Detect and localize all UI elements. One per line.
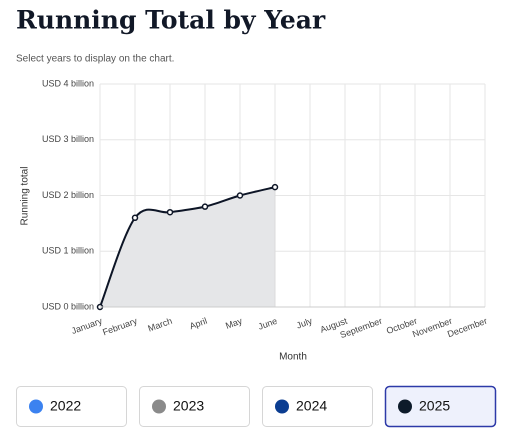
y-tick-label: USD 1 billion (42, 246, 94, 256)
year-swatch (398, 399, 412, 414)
year-button[interactable]: 2022 (16, 386, 127, 427)
year-swatch (152, 399, 166, 414)
year-button[interactable]: 2023 (139, 386, 250, 427)
y-axis-title: Running total (20, 167, 31, 226)
x-tick-label: January (70, 316, 104, 337)
year-button[interactable]: 2024 (262, 386, 373, 427)
point (236, 192, 244, 199)
x-tick-label: November (411, 316, 453, 340)
y-tick-label: USD 0 billion (42, 301, 94, 311)
y-tick-label: USD 4 billion (42, 78, 94, 88)
x-tick-label: June (257, 316, 279, 332)
y-tick-label: USD 2 billion (42, 190, 94, 200)
point (201, 203, 209, 210)
area (99, 186, 276, 308)
x-tick-label: February (101, 316, 139, 338)
button-label: 2025 (419, 398, 450, 414)
x-tick-label: May (224, 316, 244, 331)
year-swatch (275, 399, 289, 414)
point (166, 208, 174, 216)
x-axis-title: Month (279, 352, 307, 363)
subtitle: Select years to display on the chart. (16, 54, 174, 65)
button-frame (139, 386, 250, 427)
button-label: 2022 (50, 398, 81, 414)
button-label: 2023 (173, 398, 204, 414)
point (271, 183, 279, 191)
chart-title: Running Total by Year (16, 6, 326, 35)
button-frame (16, 386, 127, 427)
button-label: 2024 (296, 398, 327, 414)
x-tick-label: March (147, 316, 174, 334)
x-tick-label: July (295, 316, 314, 331)
y-tick-label: USD 3 billion (42, 134, 94, 144)
button-frame (384, 385, 497, 428)
point (131, 214, 139, 222)
year-button[interactable]: 2025 (384, 385, 497, 428)
button-frame (262, 386, 373, 427)
x-tick-label: April (188, 316, 208, 332)
year-swatch (29, 399, 43, 414)
x-tick-label: December (446, 316, 488, 340)
